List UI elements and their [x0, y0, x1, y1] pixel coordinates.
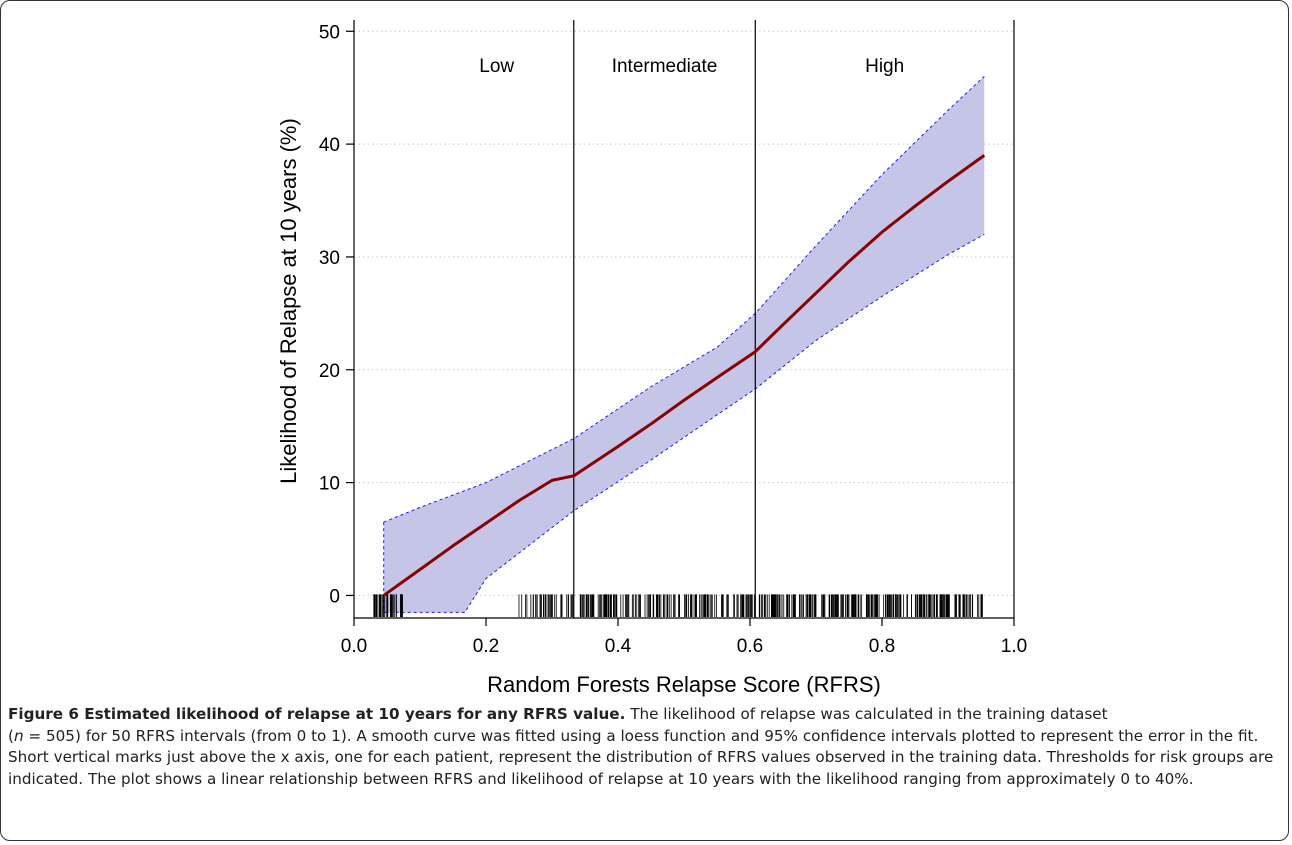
y-tick-label: 50	[319, 22, 340, 43]
x-tick-label: 1.0	[1001, 636, 1027, 657]
region-label: Intermediate	[612, 56, 718, 77]
y-tick-label: 30	[319, 248, 340, 269]
region-label: Low	[479, 56, 514, 77]
caption-text-1: The likelihood of relapse was calculated…	[625, 705, 1108, 723]
y-axis-title: Likelihood of Relapse at 10 years (%)	[276, 118, 301, 484]
chart: Low Intermediate High 0.0 0.2 0.4 0.6 0.8 1.0 0 10…	[276, 20, 1027, 697]
x-axis-title: Random Forests Relapse Score (RFRS)	[487, 672, 881, 697]
x-tick-label: 0.0	[341, 636, 367, 657]
figure-caption: Figure 6 Estimated likelihood of relapse…	[8, 705, 1274, 788]
ci-upper-line	[383, 76, 985, 523]
y-tick-label: 0	[329, 586, 340, 607]
caption-text-2: = 505) for 50 RFRS intervals (from 0 to …	[8, 726, 1274, 788]
x-tick-label: 0.8	[869, 636, 895, 657]
caption-title: Figure 6 Estimated likelihood of relapse…	[8, 705, 626, 723]
confidence-band	[383, 76, 985, 613]
y-tick-label: 20	[319, 361, 340, 382]
caption-n-symbol: n	[13, 726, 24, 745]
x-tick-label: 0.4	[605, 636, 632, 657]
y-tick-label: 10	[319, 474, 340, 495]
x-tick-label: 0.2	[473, 636, 499, 657]
loess-curve	[382, 154, 986, 597]
x-tick-label: 0.6	[737, 636, 763, 657]
ci-lower-line	[383, 233, 985, 613]
y-tick-label: 40	[319, 135, 340, 156]
region-label: High	[865, 56, 904, 77]
